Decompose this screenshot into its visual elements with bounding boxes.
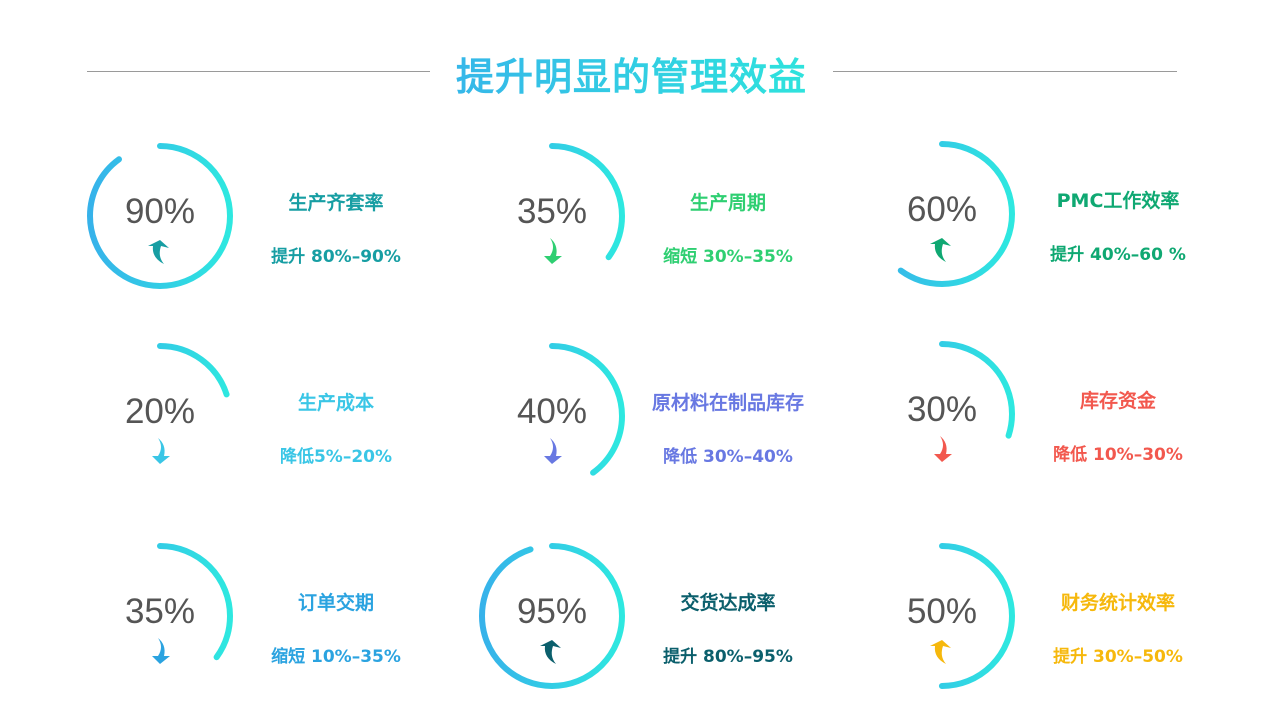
progress-arc (479, 543, 625, 689)
metric-name: 交货达成率 (680, 592, 776, 614)
metric-card: 90% 生产齐套率 提升 80%–90% (86, 142, 466, 302)
metric-percent: 60% (906, 190, 978, 229)
arrow-up-icon (930, 238, 951, 262)
metric-name: 生产成本 (297, 392, 374, 414)
metric-percent: 90% (124, 192, 196, 231)
progress-arc (87, 543, 233, 689)
metric-desc: 降低5%–20% (279, 447, 393, 467)
metric-desc: 提升 80%–95% (663, 647, 793, 667)
metric-percent: 30% (906, 390, 978, 429)
metric-desc: 降低 30%–40% (663, 447, 793, 467)
progress-ring (869, 341, 1015, 487)
arrow-down-icon (152, 638, 170, 664)
metric-name: 库存资金 (1079, 390, 1156, 412)
progress-arc (479, 343, 625, 489)
title-divider-left (87, 71, 430, 72)
progress-arc (869, 141, 1015, 287)
metric-desc: 提升 30%–50% (1053, 647, 1183, 667)
arrow-down-icon (544, 438, 562, 464)
metric-desc: 缩短 30%–35% (663, 247, 793, 267)
metric-name: 生产齐套率 (288, 192, 384, 214)
progress-ring (479, 143, 625, 289)
metric-card: 30% 库存资金 降低 10%–30% (868, 340, 1248, 500)
metric-percent: 50% (906, 592, 978, 631)
metric-percent: 20% (124, 392, 196, 431)
progress-ring (479, 543, 625, 689)
metric-name: 生产周期 (689, 192, 766, 214)
arrow-down-icon (934, 436, 952, 462)
progress-ring (479, 343, 625, 489)
metric-name: PMC工作效率 (1056, 190, 1180, 212)
metric-card: 40% 原材料在制品库存 降低 30%–40% (478, 342, 858, 502)
progress-ring (869, 141, 1015, 287)
arrow-down-icon (152, 438, 170, 464)
metric-card: 35% 订单交期 缩短 10%–35% (86, 542, 466, 702)
progress-arc (87, 343, 233, 489)
progress-arc (479, 143, 625, 289)
metric-name: 原材料在制品库存 (651, 392, 804, 414)
progress-arc (869, 543, 1015, 689)
metric-card: 20% 生产成本 降低5%–20% (86, 342, 466, 502)
progress-arc (869, 341, 1015, 487)
metric-card: 60% PMC工作效率 提升 40%–60 % (868, 140, 1248, 300)
metric-desc: 提升 40%–60 % (1050, 245, 1186, 265)
metric-desc: 降低 10%–30% (1053, 445, 1183, 465)
metric-card: 35% 生产周期 缩短 30%–35% (478, 142, 858, 302)
arrow-down-icon (544, 238, 562, 264)
arrow-up-icon (148, 240, 169, 264)
metric-card: 50% 财务统计效率 提升 30%–50% (868, 542, 1248, 702)
metric-name: 财务统计效率 (1060, 592, 1175, 614)
metric-desc: 提升 80%–90% (271, 247, 401, 267)
progress-ring (87, 543, 233, 689)
progress-ring (87, 143, 233, 289)
metric-percent: 35% (516, 192, 588, 231)
page-title: 提升明显的管理效益 (430, 46, 833, 101)
metric-card: 95% 交货达成率 提升 80%–95% (478, 542, 858, 702)
arrow-up-icon (930, 640, 951, 664)
metric-percent: 40% (516, 392, 588, 431)
arrow-up-icon (540, 640, 561, 664)
progress-ring (869, 543, 1015, 689)
progress-ring (87, 343, 233, 489)
metric-percent: 35% (124, 592, 196, 631)
title-divider-right (833, 71, 1177, 72)
metric-desc: 缩短 10%–35% (271, 647, 401, 667)
progress-arc (87, 143, 233, 289)
metric-percent: 95% (516, 592, 588, 631)
metric-name: 订单交期 (297, 592, 374, 614)
